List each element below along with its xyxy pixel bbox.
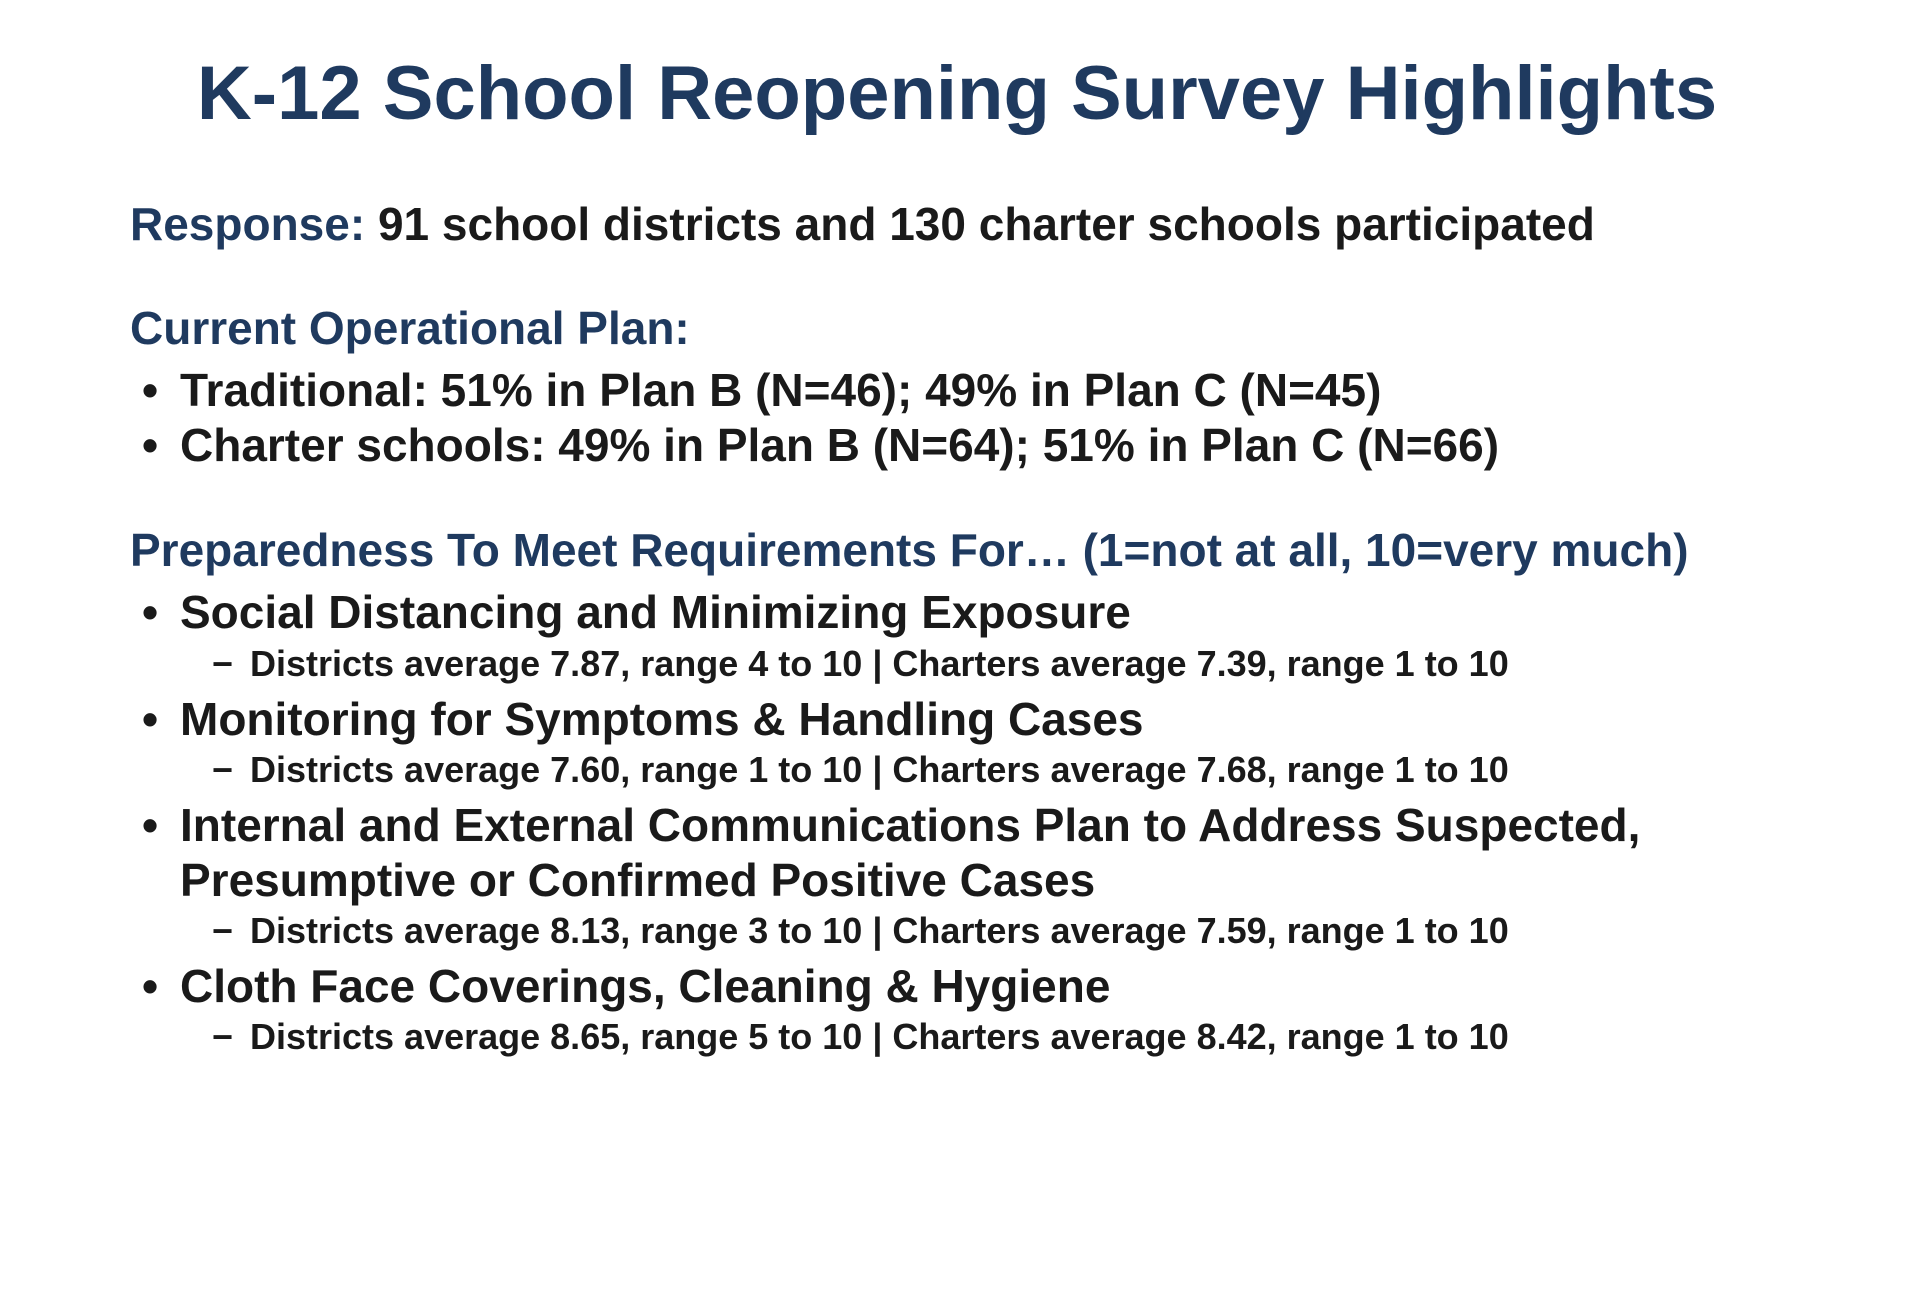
preparedness-header: Preparedness To Meet Requirements For… (… (130, 523, 1794, 577)
preparedness-list: Social Distancing and Minimizing Exposur… (130, 585, 1794, 1059)
response-label: Response: (130, 198, 378, 250)
plan-item-charter: Charter schools: 49% in Plan B (N=64); 5… (130, 418, 1794, 473)
prepared-item-social-distancing: Social Distancing and Minimizing Exposur… (130, 585, 1794, 640)
prepared-item-monitoring: Monitoring for Symptoms & Handling Cases (130, 692, 1794, 747)
prepared-detail-social-distancing: Districts average 7.87, range 4 to 10 | … (130, 641, 1794, 686)
prepared-detail-communications: Districts average 8.13, range 3 to 10 | … (130, 908, 1794, 953)
prepared-item-communications: Internal and External Communications Pla… (130, 798, 1794, 908)
slide-title: K-12 School Reopening Survey Highlights (120, 50, 1794, 137)
prepared-detail-cloth-face: Districts average 8.65, range 5 to 10 | … (130, 1014, 1794, 1059)
response-section: Response: 91 school districts and 130 ch… (130, 197, 1794, 251)
prepared-detail-monitoring: Districts average 7.60, range 1 to 10 | … (130, 747, 1794, 792)
response-text: 91 school districts and 130 charter scho… (378, 198, 1595, 250)
prepared-item-cloth-face: Cloth Face Coverings, Cleaning & Hygiene (130, 959, 1794, 1014)
content-area: Response: 91 school districts and 130 ch… (120, 197, 1794, 1059)
operational-plan-header: Current Operational Plan: (130, 301, 1794, 355)
operational-plan-list: Traditional: 51% in Plan B (N=46); 49% i… (130, 363, 1794, 473)
plan-item-traditional: Traditional: 51% in Plan B (N=46); 49% i… (130, 363, 1794, 418)
